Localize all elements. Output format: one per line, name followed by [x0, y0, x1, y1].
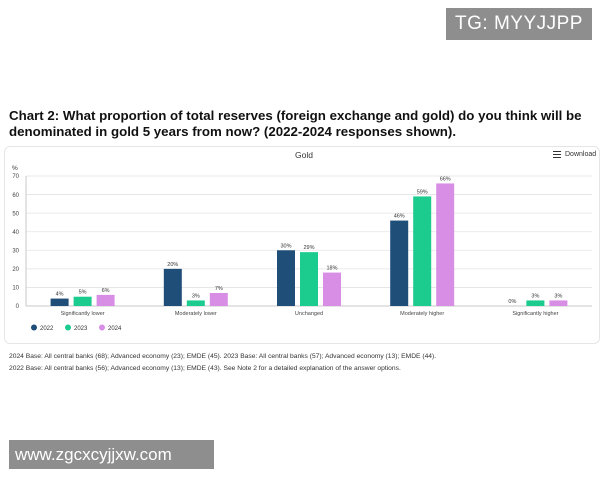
download-button[interactable]: Download [553, 151, 597, 159]
data-label: 66% [440, 176, 451, 182]
legend-label: 2024 [108, 326, 122, 332]
bar-2024 [323, 272, 341, 306]
bar-2022 [163, 268, 182, 306]
bar-2024 [436, 183, 455, 306]
y-tick-label: 20 [12, 267, 19, 273]
data-label: 6% [102, 288, 110, 294]
bar-2024 [96, 294, 115, 306]
x-tick-label: Unchanged [295, 311, 323, 317]
legend-marker-2022 [31, 324, 37, 331]
footnote-1: 2024 Base: All central banks (68); Advan… [9, 353, 437, 360]
legend-marker-2024 [99, 324, 105, 331]
data-label: 30% [280, 243, 291, 249]
y-tick-label: 50 [12, 211, 19, 217]
y-tick-label: 40 [12, 230, 19, 236]
download-label: Download [565, 151, 597, 158]
data-label: 3% [531, 293, 539, 299]
y-tick-label: 70 [12, 174, 19, 180]
data-label: 46% [394, 214, 405, 220]
watermark-bottom: www.zgcxcyjjxw.com [9, 440, 214, 469]
footnote-2: 2022 Base: All central banks (56); Advan… [9, 365, 401, 372]
y-tick-label: 10 [12, 286, 19, 292]
y-axis-label: % [12, 165, 18, 172]
legend-label: 2023 [74, 326, 88, 332]
y-tick-label: 60 [12, 193, 19, 199]
data-label: 5% [79, 290, 87, 296]
chart-subtitle: Gold [295, 150, 313, 160]
watermark-top: TG: MYYJJPP [446, 8, 592, 40]
x-tick-label: Moderately lower [175, 311, 217, 317]
chart-title: Chart 2: What proportion of total reserv… [9, 108, 582, 139]
data-label: 20% [167, 262, 178, 268]
data-label: 3% [554, 293, 562, 299]
data-label: 7% [215, 286, 223, 292]
legend-label: 2022 [40, 326, 54, 332]
data-label: 29% [303, 245, 314, 251]
data-label: 18% [326, 266, 337, 272]
legend-marker-2023 [65, 324, 71, 331]
menu-icon [553, 151, 561, 159]
data-label: 4% [56, 292, 64, 298]
data-label: 59% [417, 189, 428, 195]
bar-2023 [73, 296, 92, 306]
bar-2024 [549, 300, 568, 306]
x-tick-label: Significantly lower [61, 311, 105, 317]
bar-2022 [277, 250, 295, 306]
data-label: 0% [508, 299, 516, 305]
bar-2022 [50, 298, 69, 306]
bar-2022 [390, 220, 409, 306]
bar-2024 [209, 293, 228, 306]
bar-2023 [526, 300, 545, 306]
y-tick-label: 0 [16, 304, 20, 310]
x-tick-label: Moderately higher [400, 311, 444, 317]
x-tick-label: Significantly higher [512, 311, 558, 317]
data-label: 3% [192, 293, 200, 299]
bar-2023 [413, 196, 432, 306]
bar-2023 [300, 252, 318, 306]
y-tick-label: 30 [12, 248, 19, 254]
chart-frame [4, 146, 600, 344]
bar-2023 [186, 300, 205, 306]
